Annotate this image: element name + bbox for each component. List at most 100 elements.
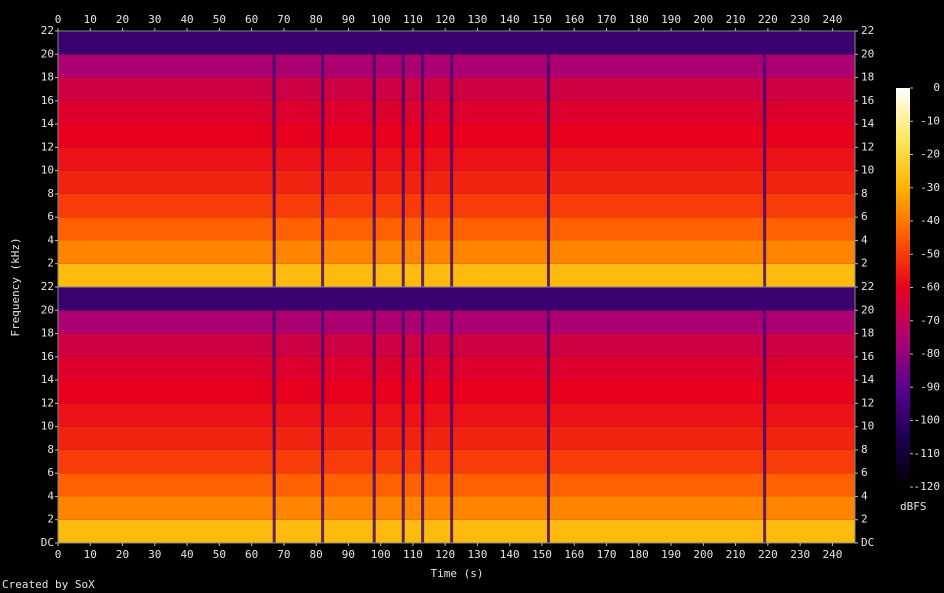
x-tick-label: 140 [500, 548, 520, 561]
colorbar-tick-label: -90 [920, 380, 940, 393]
dip [272, 287, 276, 543]
spectrogram-band [58, 426, 855, 450]
x-tick-label: 90 [342, 13, 355, 26]
y-tick-label: 8 [861, 443, 868, 456]
y-tick-label: 4 [861, 489, 868, 502]
y-tick-label: 16 [41, 94, 54, 107]
spectrogram-band [58, 124, 855, 148]
x-tick-label: 140 [500, 13, 520, 26]
x-tick-label: 190 [661, 13, 681, 26]
spectrogram-band [58, 217, 855, 241]
y-tick-label: 20 [861, 303, 874, 316]
y-tick-label: 10 [41, 164, 54, 177]
x-tick-label: 50 [213, 548, 226, 561]
x-tick-label: 50 [213, 13, 226, 26]
y-tick-label: 14 [41, 117, 55, 130]
colorbar-tick-label: -50 [920, 247, 940, 260]
colorbar-tick-label: 0 [933, 81, 940, 94]
dip [321, 287, 325, 543]
y-tick-label: 16 [861, 94, 874, 107]
y-tick-label: DC [861, 536, 874, 549]
x-tick-label: 20 [116, 548, 129, 561]
x-axis-label: Time (s) [431, 567, 484, 580]
x-tick-label: 210 [726, 548, 746, 561]
y-tick-label: 18 [861, 71, 874, 84]
spectrogram-band [58, 100, 855, 125]
colorbar-tick-label: -40 [920, 214, 940, 227]
x-tick-label: 160 [564, 548, 584, 561]
x-tick-label: 200 [693, 548, 713, 561]
x-tick-label: 60 [245, 548, 258, 561]
y-tick-label: 10 [861, 420, 874, 433]
x-tick-label: 180 [629, 13, 649, 26]
x-tick-label: 190 [661, 548, 681, 561]
y-tick-label: 8 [861, 187, 868, 200]
dip [546, 31, 550, 287]
y-axis-label: Frequency (kHz) [9, 237, 22, 336]
y-tick-label: DC [41, 536, 54, 549]
spectrogram-band [58, 496, 855, 520]
y-tick-label: 18 [41, 327, 54, 340]
channel-frame [57, 286, 856, 544]
y-tick-label: 22 [861, 24, 874, 37]
y-tick-label: 12 [861, 396, 874, 409]
y-tick-label: 16 [41, 350, 54, 363]
x-tick-label: 80 [310, 548, 323, 561]
x-tick-label: 120 [435, 548, 455, 561]
dip [321, 31, 325, 287]
colorbar-tick-label: -110 [914, 447, 941, 460]
x-tick-label: 110 [403, 13, 423, 26]
y-tick-label: 4 [47, 489, 54, 502]
colorbar-tick-label: -120 [914, 480, 941, 493]
x-tick-label: 100 [371, 548, 391, 561]
x-tick-label: 20 [116, 13, 129, 26]
x-tick-label: 10 [84, 548, 97, 561]
x-tick-label: 230 [790, 13, 810, 26]
y-tick-label: 22 [41, 280, 54, 293]
y-tick-label: 10 [41, 420, 54, 433]
y-tick-label: 20 [861, 47, 874, 60]
y-tick-label: 14 [861, 373, 875, 386]
x-tick-label: 70 [277, 548, 290, 561]
x-tick-label: 220 [758, 548, 778, 561]
dip [372, 31, 376, 287]
dip [763, 287, 767, 543]
y-tick-label: 14 [41, 373, 55, 386]
spectrogram-band [58, 31, 855, 55]
x-tick-label: 30 [148, 13, 161, 26]
dip [401, 287, 405, 543]
dip [450, 287, 454, 543]
colorbar-tick-label: -80 [920, 347, 940, 360]
spectrogram-band [58, 240, 855, 264]
y-tick-label: 22 [861, 280, 874, 293]
y-tick-label: 6 [47, 466, 54, 479]
spectrogram-band [58, 356, 855, 381]
colorbar-tick-label: -10 [920, 114, 940, 127]
y-tick-label: 10 [861, 164, 874, 177]
dip [421, 31, 425, 287]
y-tick-label: 12 [41, 396, 54, 409]
y-tick-label: 22 [41, 24, 54, 37]
x-tick-label: 220 [758, 13, 778, 26]
spectrogram-band [58, 54, 855, 78]
spectrogram-band [58, 287, 855, 311]
y-tick-label: 6 [861, 210, 868, 223]
x-tick-label: 130 [468, 548, 488, 561]
x-tick-label: 30 [148, 548, 161, 561]
dip [372, 287, 376, 543]
y-tick-label: 6 [47, 210, 54, 223]
x-tick-label: 60 [245, 13, 258, 26]
x-tick-label: 0 [55, 13, 62, 26]
x-tick-label: 40 [180, 548, 193, 561]
x-tick-label: 90 [342, 548, 355, 561]
y-tick-label: 20 [41, 303, 54, 316]
x-tick-label: 40 [180, 13, 193, 26]
y-tick-label: 8 [47, 187, 54, 200]
dip [401, 31, 405, 287]
y-tick-label: 14 [861, 117, 875, 130]
spectrogram-band [58, 473, 855, 497]
dip [421, 287, 425, 543]
x-tick-label: 240 [822, 13, 842, 26]
dip [763, 31, 767, 287]
y-tick-label: 12 [41, 140, 54, 153]
